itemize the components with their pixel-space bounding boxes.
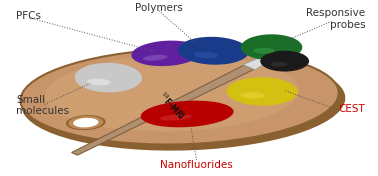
Ellipse shape — [160, 114, 192, 121]
Ellipse shape — [141, 101, 234, 127]
Ellipse shape — [68, 116, 104, 129]
Ellipse shape — [87, 78, 111, 85]
Text: $^{19}$F-MRI: $^{19}$F-MRI — [156, 89, 188, 122]
Ellipse shape — [194, 52, 218, 58]
Ellipse shape — [131, 41, 201, 66]
Text: Nanofluorides: Nanofluorides — [160, 160, 233, 170]
Ellipse shape — [73, 118, 99, 127]
Text: PFCs: PFCs — [16, 11, 42, 21]
Ellipse shape — [22, 53, 345, 151]
Ellipse shape — [271, 62, 288, 67]
Text: CEST: CEST — [339, 104, 366, 114]
Ellipse shape — [240, 92, 265, 99]
Polygon shape — [243, 55, 274, 70]
Ellipse shape — [74, 63, 142, 92]
Ellipse shape — [45, 55, 299, 131]
Ellipse shape — [260, 51, 309, 71]
Text: Polymers: Polymers — [135, 3, 183, 13]
Text: Small
molecules: Small molecules — [16, 95, 70, 116]
Ellipse shape — [20, 49, 339, 144]
Ellipse shape — [143, 55, 167, 61]
Ellipse shape — [66, 115, 105, 130]
Polygon shape — [71, 65, 254, 155]
Ellipse shape — [241, 34, 302, 60]
Ellipse shape — [178, 37, 249, 65]
Ellipse shape — [226, 77, 298, 106]
Text: Responsive
probes: Responsive probes — [306, 8, 366, 30]
Ellipse shape — [253, 48, 275, 54]
